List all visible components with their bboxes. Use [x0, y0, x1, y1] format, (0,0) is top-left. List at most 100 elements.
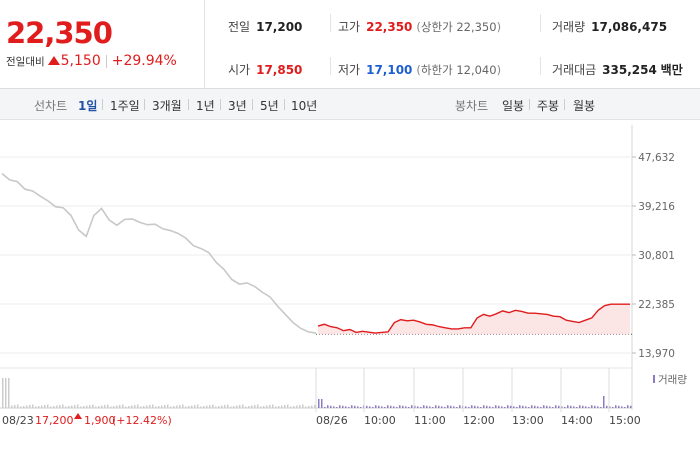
- volume-bar: [74, 405, 76, 408]
- volume-bar: [110, 406, 112, 408]
- volume-bar: [396, 407, 398, 408]
- change-label: 전일대비: [6, 56, 45, 68]
- volume-bar: [456, 407, 458, 408]
- lower-limit-label: 하한가: [420, 63, 453, 77]
- price-box: 22,350 전일대비 5,150 +29.94%: [0, 0, 205, 88]
- volume-bar: [209, 405, 211, 408]
- volume-legend-swatch: [653, 375, 655, 383]
- period-1y-button[interactable]: 1년: [196, 99, 215, 113]
- volume-bar: [348, 407, 350, 408]
- current-price: 22,350: [6, 16, 113, 50]
- volume-bar: [345, 406, 347, 408]
- volume-bar: [239, 405, 241, 408]
- volume-bar: [53, 406, 55, 408]
- volume-value: 17,086,475: [591, 20, 668, 34]
- volume-bar: [630, 405, 632, 408]
- volume-bar: [513, 406, 515, 408]
- footer-price: 17,200: [35, 414, 74, 427]
- divider: [540, 14, 541, 32]
- volume-bar: [125, 406, 127, 408]
- volume-bar: [405, 406, 407, 408]
- volume-bar: [230, 406, 232, 408]
- volume-bar: [212, 404, 214, 408]
- divider: [529, 99, 530, 110]
- volume-bar: [167, 404, 169, 408]
- volume-bar: [330, 405, 332, 408]
- divider: [330, 57, 331, 75]
- candle-weekly-button[interactable]: 주봉: [537, 99, 560, 113]
- upper-limit: (상한가 22,350): [416, 20, 502, 34]
- volume-bar: [68, 406, 70, 408]
- candle-monthly-button[interactable]: 월봉: [573, 99, 596, 113]
- upper-limit-value: 22,350: [456, 20, 497, 34]
- volume-bar: [101, 405, 103, 408]
- volume-bar: [149, 405, 151, 408]
- volume-bar: [537, 406, 539, 408]
- volume-bar: [236, 405, 238, 408]
- volume-bar: [38, 406, 40, 408]
- volume-bar: [113, 406, 115, 408]
- amount-unit: 백만: [660, 63, 683, 77]
- change-value: 5,150: [60, 53, 101, 69]
- volume-bar: [426, 405, 428, 408]
- volume-bar: [555, 405, 557, 408]
- volume-bar: [375, 405, 377, 408]
- volume-bar: [206, 405, 208, 408]
- volume-bar: [269, 405, 271, 408]
- period-3y-button[interactable]: 3년: [228, 99, 247, 113]
- volume-bar: [224, 405, 226, 408]
- volume-bar: [360, 407, 362, 408]
- volume-bar: [200, 406, 202, 408]
- volume-bar: [318, 399, 320, 408]
- y-tick-label: 39,216: [638, 201, 675, 213]
- summary-footer: 08/23 17,200 1,900 (+12.42%): [2, 413, 172, 427]
- volume-bar: [531, 405, 533, 408]
- volume-bar: [44, 405, 46, 408]
- volume-bar: [47, 404, 49, 408]
- volume-bar: [567, 405, 569, 408]
- volume-bar: [107, 404, 109, 408]
- period-5y-button[interactable]: 5년: [260, 99, 279, 113]
- volume-bar: [248, 406, 250, 408]
- lower-limit-value: 12,040: [456, 63, 497, 77]
- volume-bar: [179, 405, 181, 408]
- volume-bar: [299, 405, 301, 408]
- volume-bar: [146, 405, 148, 408]
- volume-bar: [290, 406, 292, 408]
- volume-bar: [540, 407, 542, 408]
- volume-bar: [284, 405, 286, 408]
- volume-bar: [14, 405, 16, 408]
- period-1d-button[interactable]: 1일: [78, 99, 98, 113]
- volume-bar: [170, 406, 172, 408]
- volume-bar: [182, 404, 184, 408]
- volume-legend-label: 거래량: [658, 374, 687, 386]
- volume-bar: [71, 405, 73, 408]
- volume-bar: [354, 405, 356, 408]
- volume-bar: [435, 405, 437, 408]
- divider: [330, 14, 331, 32]
- period-3m-button[interactable]: 3개월: [152, 99, 182, 113]
- volume-bar: [582, 405, 584, 408]
- volume-bar: [534, 405, 536, 408]
- divider: [102, 99, 103, 110]
- divider: [284, 99, 285, 110]
- period-1w-button[interactable]: 1주일: [110, 99, 140, 113]
- volume-bar: [194, 405, 196, 408]
- period-10y-button[interactable]: 10년: [291, 99, 318, 113]
- candle-daily-button[interactable]: 일봉: [502, 99, 525, 113]
- x-tick-label: 12:00: [463, 414, 495, 427]
- volume-bar: [275, 406, 277, 408]
- candle-chart-label: 봉차트: [455, 99, 489, 113]
- volume-bar: [504, 407, 506, 408]
- y-tick-label: 13,970: [638, 348, 675, 360]
- amount-label: 거래대금: [552, 63, 597, 77]
- lower-limit: (하한가 12,040): [416, 63, 502, 77]
- volume-bar: [423, 405, 425, 408]
- volume-bar: [23, 406, 25, 408]
- volume-bar: [128, 406, 130, 408]
- volume-bar: [465, 406, 467, 408]
- volume-bar: [378, 405, 380, 408]
- volume-bar: [402, 405, 404, 408]
- volume-bar: [59, 405, 61, 408]
- y-axis: 47,632 39,216 30,801 22,385 13,970: [632, 152, 675, 360]
